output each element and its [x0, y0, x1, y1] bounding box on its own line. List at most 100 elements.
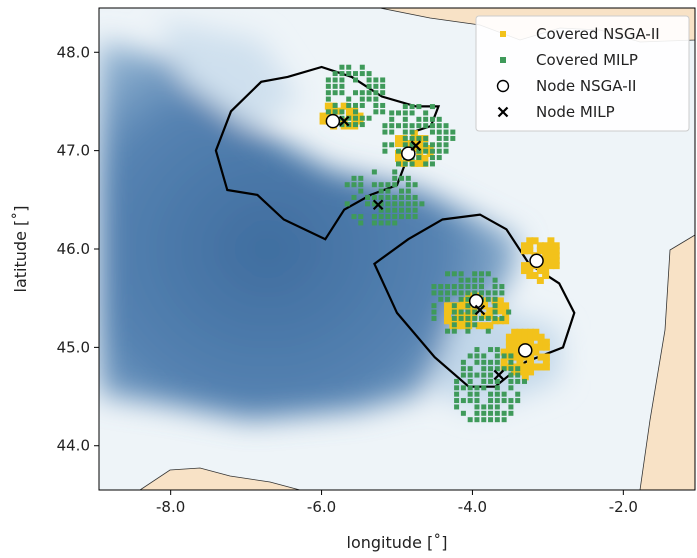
- covered-cell: [547, 242, 555, 250]
- covered-cell: [438, 284, 444, 290]
- node-nsga-marker: [518, 343, 533, 358]
- covered-cell: [409, 110, 415, 116]
- covered-cell: [429, 129, 435, 135]
- node-nsga-marker: [325, 113, 341, 129]
- covered-cell: [492, 315, 498, 321]
- covered-cell: [351, 194, 357, 200]
- covered-cell: [494, 385, 500, 391]
- covered-cell: [494, 391, 500, 397]
- covered-cell: [527, 353, 535, 361]
- covered-cell: [443, 123, 449, 129]
- covered-cell: [353, 77, 359, 83]
- covered-cell: [416, 140, 424, 148]
- covered-cell: [458, 284, 464, 290]
- covered-cell: [399, 214, 405, 220]
- covered-cell: [395, 154, 403, 162]
- covered-cell: [460, 359, 466, 365]
- covered-cell: [552, 242, 560, 250]
- covered-cell: [488, 372, 494, 378]
- covered-cell: [345, 107, 353, 115]
- covered-cell: [454, 307, 462, 315]
- covered-cell: [353, 109, 359, 115]
- covered-cell: [494, 417, 500, 423]
- covered-cell: [515, 372, 521, 378]
- covered-cell: [467, 385, 473, 391]
- covered-cell: [423, 161, 429, 167]
- covered-cell: [508, 385, 514, 391]
- covered-cell: [478, 290, 484, 296]
- covered-cell: [454, 312, 462, 320]
- covered-cell: [358, 188, 364, 194]
- covered-cell: [405, 188, 411, 194]
- covered-cell: [542, 272, 550, 280]
- covered-cell: [531, 272, 539, 280]
- legend-swatch: [500, 31, 506, 37]
- covered-cell: [478, 315, 484, 321]
- covered-cell: [325, 77, 331, 83]
- covered-cell: [472, 290, 478, 296]
- covered-cell: [516, 338, 524, 346]
- covered-cell: [443, 129, 449, 135]
- coast-land: [639, 234, 695, 490]
- covered-cell: [392, 175, 398, 181]
- covered-cell: [486, 307, 494, 315]
- covered-cell: [521, 373, 529, 381]
- covered-cell: [421, 154, 429, 162]
- deep-water-basin: [99, 40, 520, 420]
- covered-cell: [474, 398, 480, 404]
- covered-cell: [488, 398, 494, 404]
- covered-cell: [431, 315, 437, 321]
- covered-cell: [346, 64, 352, 70]
- node-milp-marker: [372, 199, 384, 211]
- covered-cell: [488, 391, 494, 397]
- covered-cell: [378, 207, 384, 213]
- covered-cell: [459, 312, 467, 320]
- covered-cell: [385, 182, 391, 188]
- covered-cell: [501, 417, 507, 423]
- covered-cell: [325, 90, 331, 96]
- covered-cell: [359, 102, 365, 108]
- covered-cell: [520, 262, 528, 270]
- covered-cell: [508, 410, 514, 416]
- covered-cell: [380, 83, 386, 89]
- covered-cell: [467, 366, 473, 372]
- covered-cell: [373, 102, 379, 108]
- covered-cell: [460, 385, 466, 391]
- covered-cell: [552, 252, 560, 260]
- covered-cell: [409, 142, 415, 148]
- covered-cell: [402, 110, 408, 116]
- covered-cell: [409, 123, 415, 129]
- covered-cell: [438, 296, 444, 302]
- covered-cell: [366, 71, 372, 77]
- legend-label: Covered MILP: [536, 51, 638, 69]
- covered-cell: [332, 102, 338, 108]
- covered-cell: [405, 207, 411, 213]
- covered-cell: [332, 71, 338, 77]
- covered-cell: [508, 398, 514, 404]
- covered-cell: [429, 142, 435, 148]
- covered-cell: [467, 391, 473, 397]
- covered-cell: [460, 372, 466, 378]
- covered-cell: [511, 353, 519, 361]
- covered-cell: [474, 359, 480, 365]
- covered-cell: [472, 322, 478, 328]
- legend-item: Covered MILP: [500, 51, 638, 69]
- covered-cell: [429, 148, 435, 154]
- covered-cell: [508, 366, 514, 372]
- covered-cell: [481, 372, 487, 378]
- covered-cell: [346, 96, 352, 102]
- covered-cell: [465, 309, 471, 315]
- covered-cell: [488, 359, 494, 365]
- covered-cell: [511, 343, 519, 351]
- covered-cell: [426, 145, 434, 153]
- covered-cell: [506, 309, 512, 315]
- covered-cell: [359, 122, 365, 128]
- covered-cell: [467, 378, 473, 384]
- covered-cell: [431, 303, 437, 309]
- covered-cell: [532, 363, 540, 371]
- covered-cell: [465, 312, 473, 320]
- covered-cell: [344, 182, 350, 188]
- covered-cell: [402, 161, 408, 167]
- covered-cell: [380, 102, 386, 108]
- covered-cell: [470, 312, 478, 320]
